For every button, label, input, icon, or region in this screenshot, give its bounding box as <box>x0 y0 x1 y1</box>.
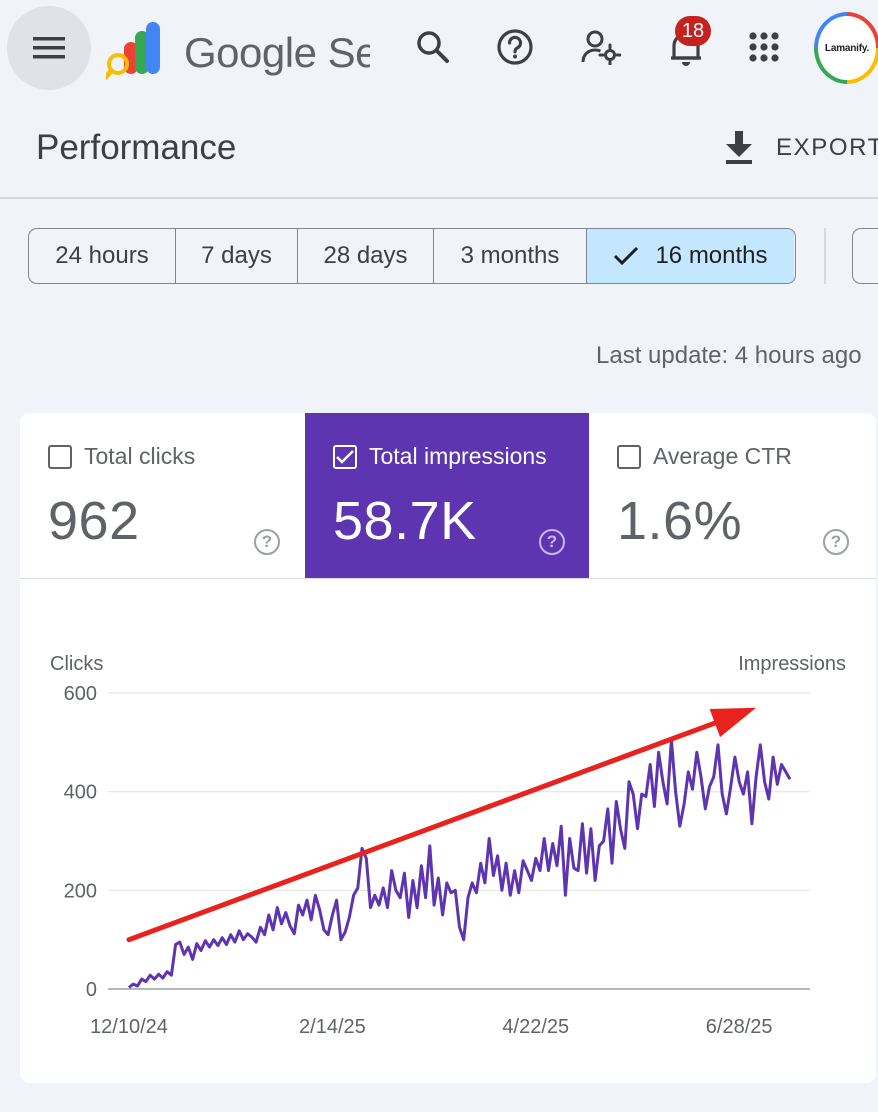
header-divider <box>0 197 878 199</box>
help-icon <box>497 29 533 65</box>
help-icon[interactable]: ? <box>254 529 280 555</box>
metric-value: 58.7K <box>333 491 477 551</box>
export-button[interactable]: EXPORT <box>724 128 878 168</box>
metric-checkbox[interactable] <box>333 445 357 469</box>
help-icon[interactable]: ? <box>823 529 849 555</box>
help-button[interactable] <box>495 24 535 70</box>
download-icon <box>726 131 752 164</box>
metric-total-clicks[interactable]: Total clicks 962 ? <box>20 413 305 579</box>
export-label: EXPORT <box>776 134 878 161</box>
chip-label: 16 months <box>655 242 768 269</box>
apps-grid-icon <box>749 32 779 62</box>
search-button[interactable] <box>413 24 453 70</box>
metric-checkbox[interactable] <box>617 445 641 469</box>
chip-7-days[interactable]: 7 days <box>176 229 298 283</box>
chip-16-months[interactable]: 16 months <box>587 229 794 283</box>
chip-label: 7 days <box>201 242 272 269</box>
chip-28-days[interactable]: 28 days <box>298 229 434 283</box>
search-console-logo-icon <box>106 22 160 80</box>
metric-label: Average CTR <box>653 443 792 469</box>
apps-button[interactable] <box>744 24 784 70</box>
main-menu-button[interactable] <box>7 6 91 90</box>
chip-label: 28 days <box>323 242 408 269</box>
metric-label: Total impressions <box>369 443 547 469</box>
check-icon <box>336 450 354 464</box>
metric-average-ctr[interactable]: Average CTR 1.6% ? <box>589 413 876 579</box>
chip-label: 24 hours <box>55 242 149 269</box>
last-update-text: Last update: 4 hours ago <box>596 342 862 369</box>
search-icon <box>417 31 449 63</box>
card-divider <box>20 578 876 579</box>
manage-accounts-icon <box>581 30 621 65</box>
admin-settings-button[interactable] <box>581 24 621 70</box>
performance-card: Total clicks 962 ? Total impressions 58.… <box>20 413 876 1083</box>
metric-label: Total clicks <box>84 443 196 469</box>
top-app-bar: Google Search Console 18 <box>0 0 878 100</box>
metric-value: 1.6% <box>617 491 743 551</box>
metric-total-impressions[interactable]: Total impressions 58.7K ? <box>305 413 589 579</box>
check-icon <box>614 246 639 266</box>
menu-icon <box>33 37 65 59</box>
metric-value: 962 <box>48 491 140 551</box>
chip-3-months[interactable]: 3 months <box>434 229 587 283</box>
account-avatar[interactable]: Lamanify. <box>814 12 878 84</box>
filter-divider <box>824 228 826 284</box>
product-name: Google Search Console <box>184 29 370 76</box>
add-filter-chip[interactable] <box>852 228 878 284</box>
metric-checkbox[interactable] <box>48 445 72 469</box>
notification-count-badge: 18 <box>675 16 711 46</box>
date-range-selector: 24 hours 7 days 28 days 3 months 16 mont… <box>28 228 796 284</box>
help-icon[interactable]: ? <box>539 529 565 555</box>
page-title: Performance <box>36 128 237 167</box>
avatar-text: Lamanify. <box>818 16 876 80</box>
chip-24-hours[interactable]: 24 hours <box>29 229 176 283</box>
chip-label: 3 months <box>460 242 560 269</box>
